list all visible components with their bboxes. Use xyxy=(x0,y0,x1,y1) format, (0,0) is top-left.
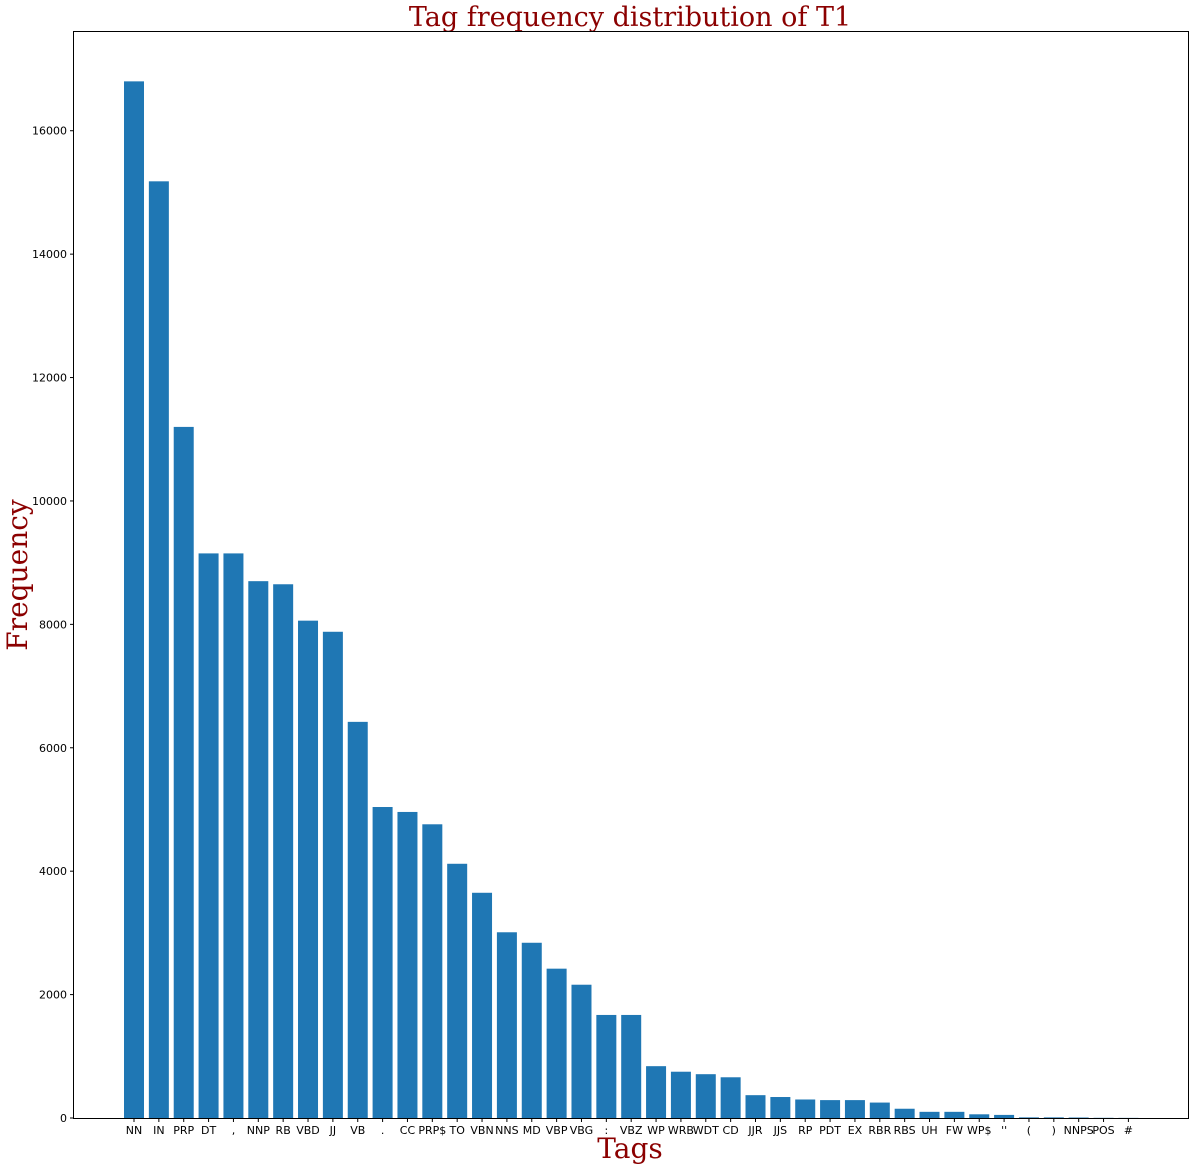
x-tick-label-33: FW xyxy=(946,1124,963,1137)
x-tick-label-13: TO xyxy=(448,1124,465,1137)
x-tick-label-39: POS xyxy=(1092,1124,1114,1137)
bar-24 xyxy=(720,1077,741,1118)
bar-6 xyxy=(273,584,294,1118)
bar-12 xyxy=(422,824,443,1118)
x-axis-ticks: NN IN PRP DT, NNP RB VBD JJ VB. CC PRP$ TO VBN NNS MD V… xyxy=(126,1118,1133,1137)
x-tick-label-27: RP xyxy=(798,1124,813,1137)
y-tick-label-2: 4000 xyxy=(39,865,67,878)
bar-4 xyxy=(223,553,244,1118)
x-tick-label-17: VBP xyxy=(546,1124,568,1137)
x-tick-label-16: MD xyxy=(523,1124,541,1137)
bar-8 xyxy=(322,631,343,1118)
bar-32 xyxy=(919,1111,940,1118)
bar-25 xyxy=(745,1095,766,1118)
bar-27 xyxy=(795,1099,816,1118)
bar-2 xyxy=(173,426,194,1118)
y-tick-label-6: 12000 xyxy=(32,372,67,385)
bar-37 xyxy=(1043,1117,1064,1118)
y-tick-label-1: 2000 xyxy=(39,989,67,1002)
x-tick-label-19: : xyxy=(604,1124,608,1137)
bar-26 xyxy=(770,1097,791,1118)
bar-22 xyxy=(670,1071,691,1118)
x-tick-label-1: IN xyxy=(153,1124,164,1137)
x-tick-label-22: WRB xyxy=(668,1124,694,1137)
x-tick-label-10: . xyxy=(381,1124,385,1137)
bar-30 xyxy=(869,1102,890,1118)
x-tick-label-38: NNPS xyxy=(1064,1124,1094,1137)
x-tick-label-15: NNS xyxy=(495,1124,518,1137)
x-tick-label-2: PRP xyxy=(173,1124,194,1137)
x-tick-label-35: '' xyxy=(1001,1124,1007,1137)
bar-5 xyxy=(248,581,269,1118)
x-tick-label-9: VB xyxy=(350,1124,365,1137)
y-tick-label-4: 8000 xyxy=(39,618,67,631)
x-tick-label-28: PDT xyxy=(819,1124,841,1137)
y-axis-label: Frequency xyxy=(1,499,34,651)
bar-21 xyxy=(646,1066,667,1118)
x-tick-label-30: RBR xyxy=(868,1124,891,1137)
y-tick-label-0: 0 xyxy=(60,1112,67,1125)
x-tick-label-5: NNP xyxy=(247,1124,270,1137)
bar-31 xyxy=(894,1108,915,1118)
x-tick-label-31: RBS xyxy=(894,1124,916,1137)
y-tick-label-7: 14000 xyxy=(32,248,67,261)
x-tick-label-8: JJ xyxy=(329,1124,337,1137)
bar-7 xyxy=(298,620,319,1118)
bars-layer xyxy=(124,81,1139,1119)
x-tick-label-21: WP xyxy=(647,1124,665,1137)
bar-3 xyxy=(198,553,219,1118)
x-tick-label-14: VBN xyxy=(470,1124,493,1137)
x-tick-label-32: UH xyxy=(921,1124,937,1137)
x-tick-label-18: VBG xyxy=(570,1124,593,1137)
bar-1 xyxy=(148,181,169,1118)
x-tick-label-24: CD xyxy=(723,1124,739,1137)
x-tick-label-6: RB xyxy=(276,1124,291,1137)
bar-0 xyxy=(124,81,144,1119)
bar-10 xyxy=(372,807,393,1118)
x-tick-label-0: NN xyxy=(126,1124,142,1137)
plot-frame xyxy=(73,31,1189,1119)
x-tick-label-11: CC xyxy=(400,1124,416,1137)
x-tick-label-40: # xyxy=(1124,1124,1133,1137)
x-tick-label-3: DT xyxy=(201,1124,216,1137)
y-tick-label-3: 6000 xyxy=(39,742,67,755)
x-tick-label-37: ) xyxy=(1052,1124,1056,1137)
y-tick-label-8: 16000 xyxy=(32,125,67,138)
y-axis-ticks: 0 2000 4000 6000 8000 10000 12000 14000 16000 xyxy=(32,125,74,1125)
bar-20 xyxy=(621,1014,642,1118)
x-axis-label: Tags xyxy=(597,1132,663,1165)
bar-36 xyxy=(1018,1117,1039,1118)
bar-13 xyxy=(447,863,468,1118)
y-tick-label-5: 10000 xyxy=(32,495,67,508)
bar-15 xyxy=(496,932,517,1118)
bar-35 xyxy=(994,1114,1015,1118)
x-tick-label-4: , xyxy=(232,1124,236,1137)
x-tick-label-20: VBZ xyxy=(620,1124,643,1137)
bar-17 xyxy=(546,968,567,1118)
x-tick-label-23: WDT xyxy=(693,1124,719,1137)
bar-14 xyxy=(472,892,493,1118)
bar-29 xyxy=(844,1100,865,1118)
bar-34 xyxy=(969,1114,990,1118)
x-tick-label-36: ( xyxy=(1027,1124,1031,1137)
chart-title: Tag frequency distribution of T1 xyxy=(409,2,851,33)
bar-33 xyxy=(944,1111,965,1118)
bar-23 xyxy=(695,1074,716,1118)
x-tick-label-29: EX xyxy=(848,1124,863,1137)
bar-16 xyxy=(521,942,542,1118)
x-tick-label-12: PRP$ xyxy=(418,1124,446,1137)
x-tick-label-26: JJS xyxy=(773,1124,787,1137)
bar-9 xyxy=(347,721,368,1118)
bar-18 xyxy=(571,984,592,1118)
x-tick-label-34: WP$ xyxy=(967,1124,992,1137)
x-tick-label-7: VBD xyxy=(296,1124,320,1137)
bar-28 xyxy=(820,1100,841,1118)
bar-11 xyxy=(397,811,418,1118)
x-tick-label-25: JJR xyxy=(747,1124,762,1137)
bar-19 xyxy=(596,1014,617,1118)
